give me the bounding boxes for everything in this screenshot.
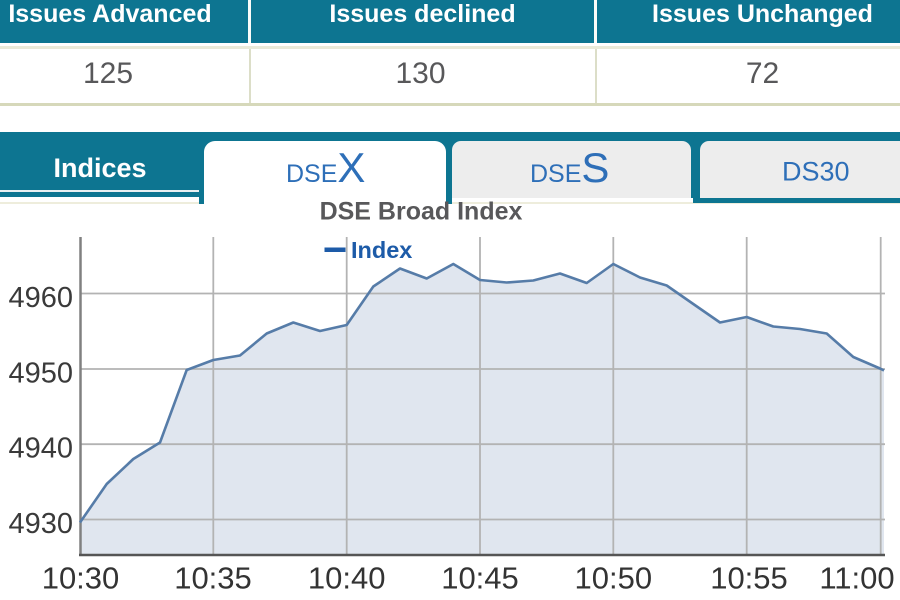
svg-text:Index: Index (351, 237, 412, 263)
svg-text:4950: 4950 (8, 358, 73, 390)
svg-text:11:00: 11:00 (819, 561, 894, 596)
svg-text:4960: 4960 (8, 282, 73, 314)
svg-text:10:55: 10:55 (710, 561, 788, 596)
svg-text:10:35: 10:35 (174, 561, 252, 596)
svg-text:DS30: DS30 (782, 157, 850, 187)
svg-text:10:40: 10:40 (308, 561, 386, 596)
svg-text:10:30: 10:30 (42, 561, 120, 596)
svg-text:4940: 4940 (8, 433, 73, 465)
svg-text:4930: 4930 (8, 508, 73, 540)
svg-text:DSE Broad Index: DSE Broad Index (320, 198, 523, 226)
svg-text:DSES: DSES (530, 144, 609, 191)
svg-text:10:45: 10:45 (441, 561, 519, 596)
svg-text:DSEX: DSEX (286, 144, 365, 191)
svg-text:10:50: 10:50 (575, 561, 653, 596)
